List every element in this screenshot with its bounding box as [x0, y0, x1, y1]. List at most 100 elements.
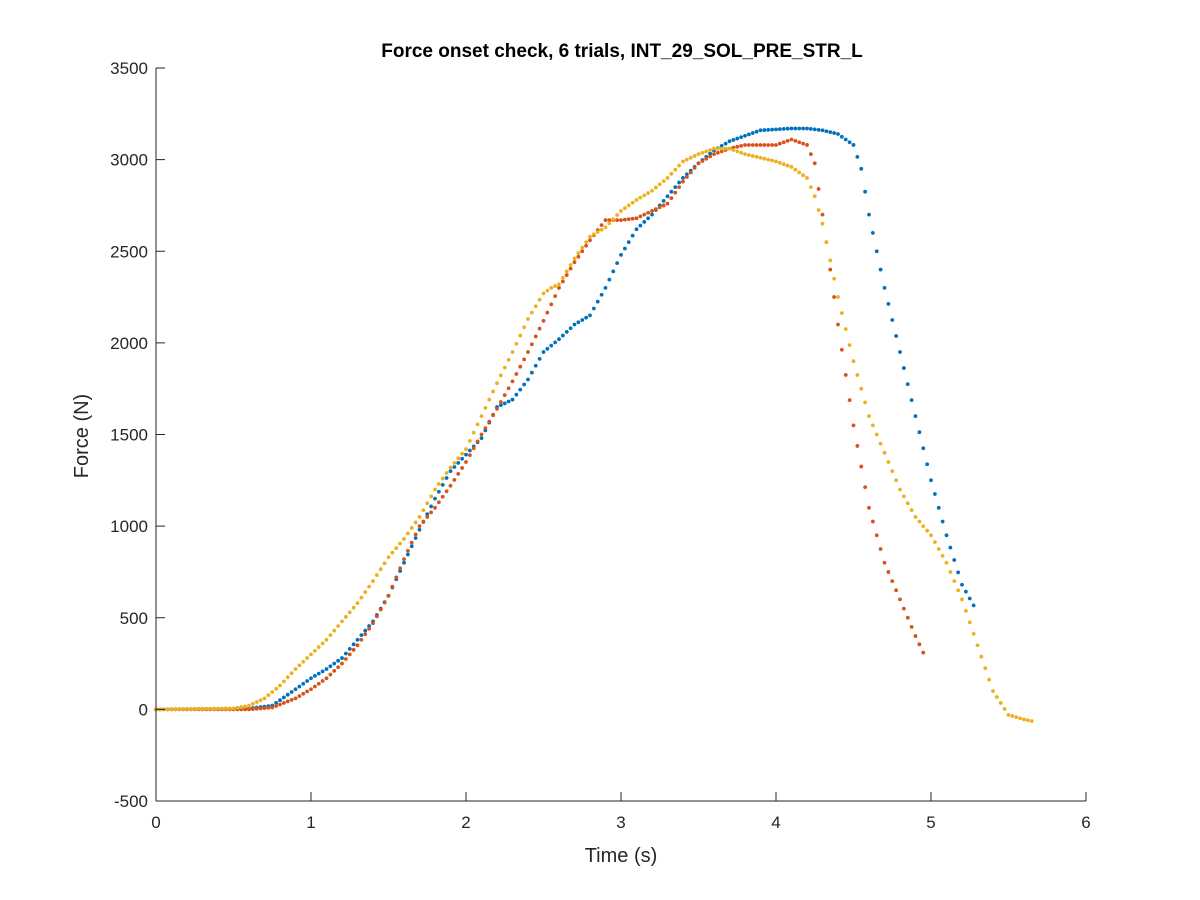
data-point [855, 444, 860, 448]
data-point [797, 170, 802, 175]
data-point [444, 489, 449, 494]
data-point [653, 207, 658, 212]
data-point [456, 472, 461, 476]
data-point [642, 220, 647, 224]
data-point [541, 350, 546, 354]
data-point [719, 149, 724, 154]
data-point [553, 284, 558, 288]
data-point [448, 483, 453, 488]
data-point [355, 643, 360, 648]
data-point [626, 240, 631, 244]
data-point [576, 320, 581, 325]
data-point [351, 647, 356, 652]
data-point [343, 651, 348, 656]
data-point [475, 439, 480, 444]
data-point [588, 234, 592, 239]
data-point [1025, 718, 1030, 723]
data-point [405, 531, 410, 536]
data-point [630, 200, 635, 205]
data-point [281, 679, 286, 684]
data-point [785, 126, 790, 131]
data-point [580, 245, 585, 250]
data-point [332, 668, 337, 673]
data-point [832, 295, 837, 299]
data-point [836, 132, 840, 136]
data-point [336, 624, 341, 628]
data-point [584, 243, 589, 248]
data-point [549, 343, 554, 348]
data-point [898, 350, 902, 354]
data-point [444, 471, 449, 475]
data-point [696, 152, 701, 157]
data-point [642, 193, 647, 198]
data-point [998, 701, 1003, 705]
data-point [681, 179, 685, 184]
data-point [173, 707, 178, 712]
data-point [684, 172, 689, 177]
data-point [464, 447, 468, 452]
data-point [390, 550, 395, 555]
data-point [971, 603, 976, 608]
data-point [312, 674, 317, 678]
data-point [890, 318, 895, 322]
data-point [584, 315, 589, 320]
data-point [735, 136, 740, 141]
data-point [467, 439, 472, 443]
data-point [219, 706, 224, 711]
data-point [402, 557, 406, 562]
data-point [599, 292, 604, 297]
data-point [526, 317, 530, 321]
data-point [739, 135, 744, 140]
data-point [611, 269, 616, 274]
data-point [758, 143, 763, 147]
data-point [351, 642, 356, 647]
data-point [762, 156, 767, 161]
data-point [626, 217, 631, 222]
data-point [696, 161, 701, 166]
data-point [669, 171, 674, 176]
data-point [650, 212, 654, 217]
data-point [994, 695, 999, 699]
data-point [390, 584, 395, 589]
data-point [746, 153, 751, 157]
data-point [588, 238, 592, 243]
x-tick-label: 5 [926, 813, 935, 832]
data-point [580, 249, 585, 254]
y-tick-label: 3500 [110, 59, 148, 78]
y-tick-label: 3000 [110, 151, 148, 170]
data-point [564, 329, 569, 334]
data-point [250, 701, 255, 706]
data-point [898, 487, 902, 492]
data-point [929, 478, 933, 483]
data-point [312, 648, 317, 653]
data-point [808, 185, 813, 190]
data-point [495, 381, 499, 386]
data-point [533, 304, 538, 309]
data-point [832, 131, 837, 135]
data-point [398, 541, 403, 546]
data-point [940, 519, 945, 524]
data-point [599, 227, 604, 232]
data-point [863, 189, 868, 194]
data-point [429, 510, 434, 515]
data-point [874, 432, 879, 437]
data-point [1029, 719, 1034, 723]
data-point [820, 212, 825, 217]
data-point [444, 476, 449, 480]
data-point [801, 173, 806, 178]
data-point [165, 707, 170, 712]
data-point [506, 386, 511, 391]
data-point [355, 637, 360, 642]
data-point [413, 536, 418, 540]
data-point [576, 254, 581, 259]
data-point [673, 190, 678, 195]
data-point [394, 575, 399, 580]
data-point [448, 469, 453, 474]
data-point [1018, 716, 1023, 721]
data-point [588, 313, 592, 318]
data-point [560, 275, 565, 280]
data-point [630, 233, 635, 238]
data-point [611, 217, 616, 222]
data-point [324, 676, 329, 681]
